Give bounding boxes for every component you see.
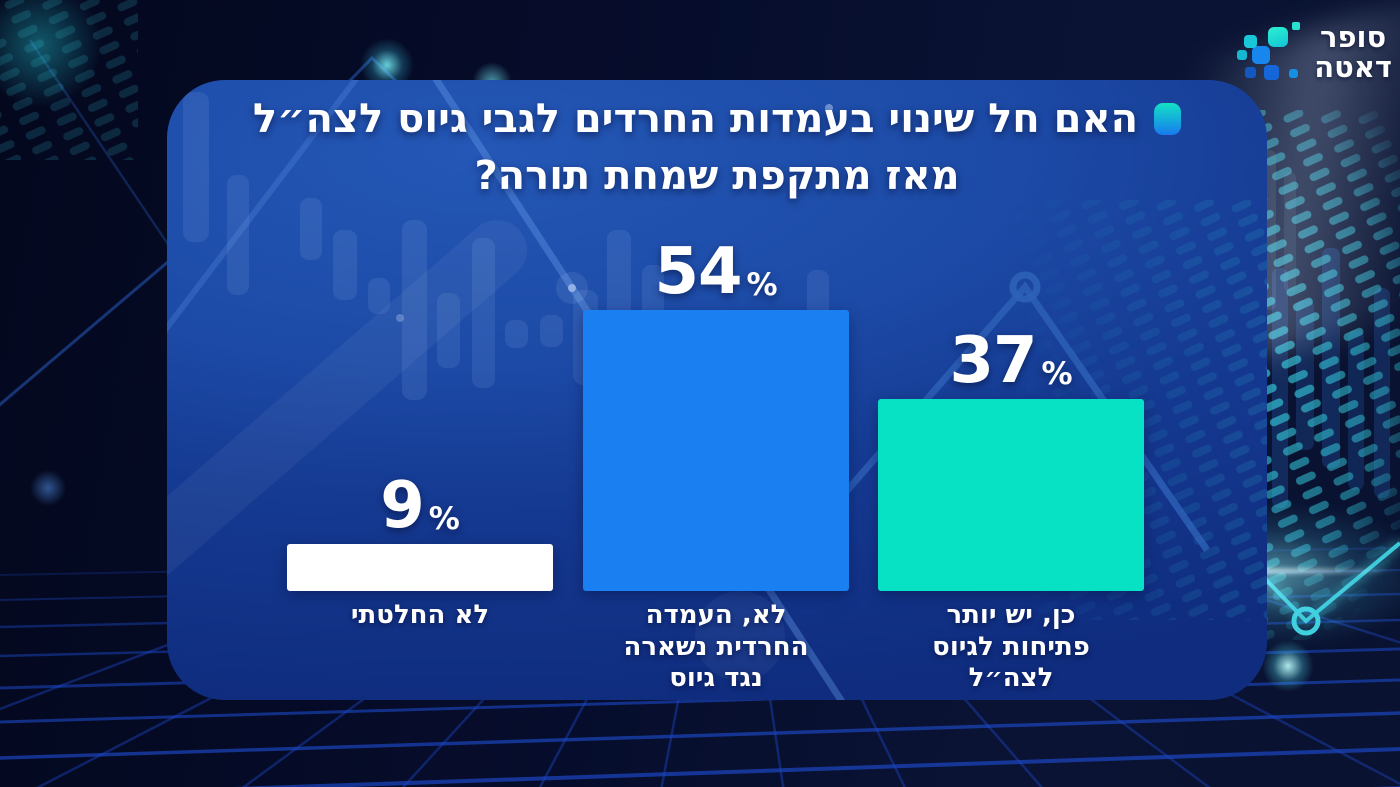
bar-group-no-change: 54 % לא, העמדה החרדית נשארה נגד גיוס — [583, 80, 849, 700]
title-line-2: מאז מתקפת שמחת תורה? — [474, 153, 960, 199]
logo-text-line1: סופר — [1320, 20, 1387, 54]
super-data-logo: סופר דאטה — [1237, 22, 1392, 82]
bar-label: כן, יש יותר פתיחות לגיוס לצה״ל — [932, 600, 1090, 694]
bar-label: לא החלטתי — [350, 600, 490, 630]
bar-value: 37 % — [949, 323, 1073, 398]
logo-text-line2: דאטה — [1314, 50, 1392, 85]
title-line-1-text: האם חל שינוי בעמדות החרדים לגבי גיוס לצה… — [252, 96, 1139, 142]
bar-stack: 37 % — [878, 323, 1144, 591]
percent-sign: % — [428, 501, 460, 538]
pixel-logo-icon — [1237, 22, 1305, 82]
bar-value-number: 37 — [949, 323, 1037, 398]
bar-no-change — [583, 310, 849, 591]
bar-stack: 54 % — [583, 234, 849, 591]
bar-stack: 9 % — [287, 468, 553, 591]
chart-card: האם חל שינוי בעמדות החרדים לגבי גיוס לצה… — [167, 80, 1267, 700]
zigzag-line-card — [792, 271, 1210, 553]
dash-field-topleft — [0, 0, 138, 160]
candlestick-motif-card — [183, 92, 829, 400]
bar-value: 9 % — [380, 468, 460, 543]
percent-sign: % — [1041, 356, 1073, 393]
bar-undecided — [287, 544, 553, 591]
flare-line — [1140, 567, 1400, 575]
bar-value-number: 54 — [654, 234, 742, 309]
title-bullet-icon — [1154, 103, 1182, 135]
chart-title: האם חל שינוי בעמדות החרדים לגבי גיוס לצה… — [167, 92, 1267, 203]
logo-text: סופר דאטה — [1314, 22, 1392, 82]
percent-sign: % — [746, 267, 778, 304]
bar-label: לא, העמדה החרדית נשארה נגד גיוס — [623, 600, 809, 694]
bar-group-yes-open: 37 % כן, יש יותר פתיחות לגיוס לצה״ל — [878, 80, 1144, 700]
bar-value: 54 % — [654, 234, 778, 309]
bar-yes-open — [878, 399, 1144, 591]
bar-group-undecided: 9 % לא החלטתי — [287, 80, 553, 700]
bar-value-number: 9 — [380, 468, 425, 543]
title-line-1: האם חל שינוי בעמדות החרדים לגבי גיוס לצה… — [252, 92, 1182, 146]
